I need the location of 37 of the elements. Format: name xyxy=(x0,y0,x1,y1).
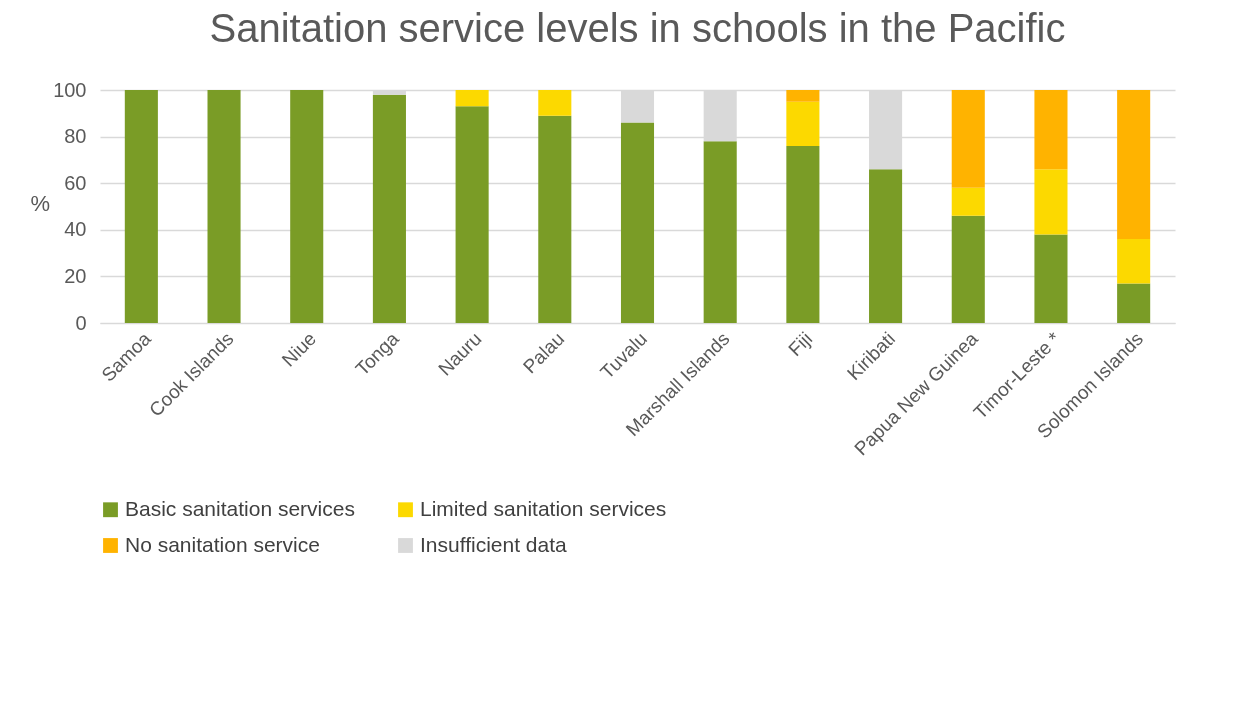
bar xyxy=(1034,90,1068,170)
bar xyxy=(455,90,489,107)
bar xyxy=(1117,283,1151,323)
y-tick-label: 80 xyxy=(64,125,87,148)
bar xyxy=(538,115,572,323)
legend-label: Basic sanitation services xyxy=(125,496,355,520)
bar xyxy=(703,141,737,323)
bar xyxy=(372,94,406,323)
bar xyxy=(951,90,985,188)
bar xyxy=(290,90,324,323)
bar xyxy=(1034,234,1068,323)
bar xyxy=(786,90,820,102)
bar xyxy=(1117,90,1151,240)
legend-label: Limited sanitation services xyxy=(420,496,667,520)
y-tick-label: 0 xyxy=(75,311,87,334)
y-tick-label: 60 xyxy=(64,171,87,194)
bar xyxy=(207,90,241,323)
y-tick-label: 20 xyxy=(64,264,87,287)
bar xyxy=(786,101,820,146)
legend-label: Insufficient data xyxy=(420,532,568,556)
x-tick-label: Niue xyxy=(277,328,321,371)
y-axis-title: % xyxy=(30,190,51,216)
bar xyxy=(124,90,158,323)
y-tick-label: 40 xyxy=(64,218,87,241)
bar xyxy=(538,90,572,116)
bar xyxy=(951,215,985,323)
bar xyxy=(1034,169,1068,235)
bar xyxy=(1117,239,1151,284)
bar xyxy=(869,169,903,323)
bar xyxy=(951,187,985,216)
y-tick-label: 100 xyxy=(53,78,87,101)
bar xyxy=(455,106,489,323)
legend-label: No sanitation service xyxy=(125,532,320,556)
x-tick-label: Fiji xyxy=(784,328,817,361)
bar xyxy=(786,145,820,323)
chart-title: Sanitation service levels in schools in the Pacific xyxy=(209,6,1066,50)
bar xyxy=(620,122,655,323)
